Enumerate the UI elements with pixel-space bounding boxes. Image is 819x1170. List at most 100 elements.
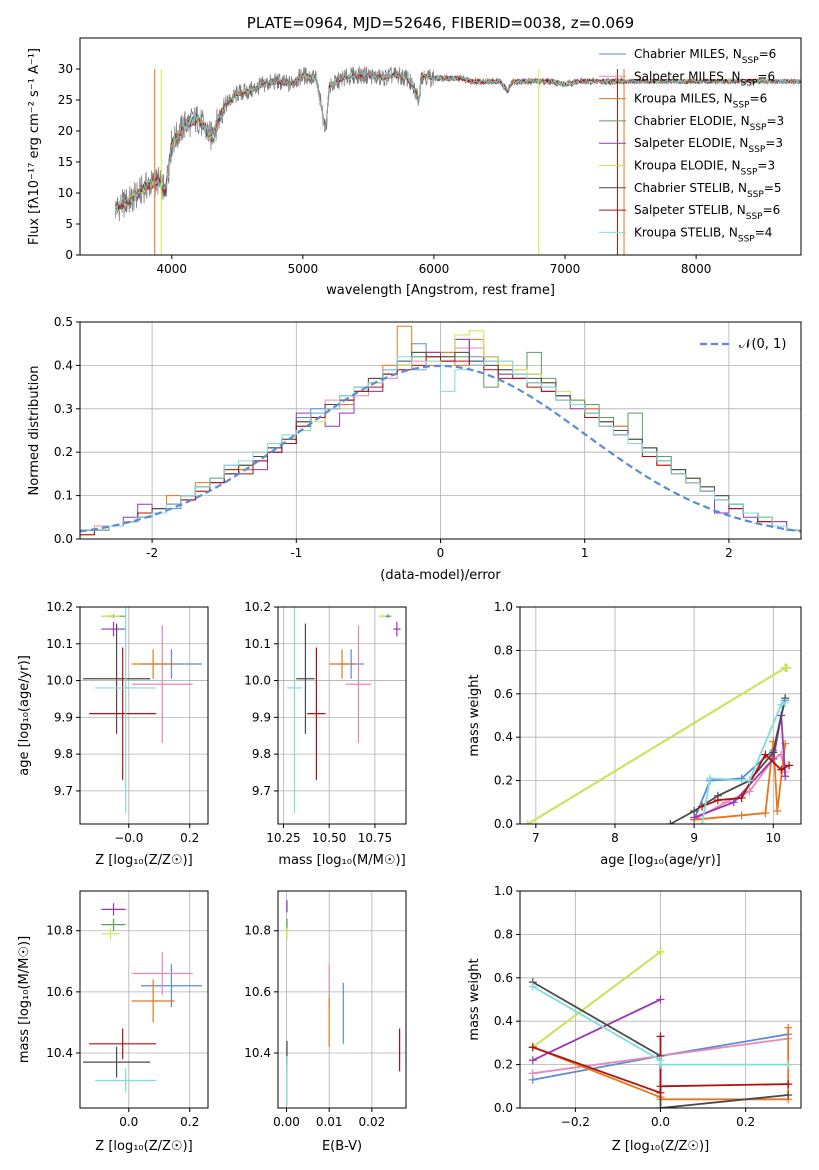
weight-marker [698, 820, 707, 824]
y-tick-label: 10.6 [244, 985, 271, 999]
legend-subscript: SSP [750, 123, 767, 133]
weight-marker [785, 761, 794, 770]
legend-text: =3 [757, 159, 775, 173]
gaussian-curve [80, 364, 801, 533]
legend-label: Chabrier STELIB, NSSP=5 [634, 181, 782, 200]
y-tick-label: 9.8 [54, 747, 73, 761]
x-axis-label: Z [log₁₀(Z/Z☉)] [612, 1139, 709, 1154]
legend-text: Chabrier MILES, N [634, 47, 742, 61]
legend-label: Kroupa STELIB, NSSP=4 [634, 225, 772, 244]
y-tick-label: 10 [58, 186, 73, 200]
weight-series-line [694, 741, 787, 821]
mass-vs-ebv-plot-area [286, 900, 401, 1105]
x-tick-label: 0.02 [359, 1115, 386, 1129]
age-vs-mass-chart: 10.25 10.50 10.75 9.7 9.8 9.9 10.0 10.1 10.2 mass… [244, 600, 407, 868]
legend-label: 𝒩(0, 1) [739, 337, 786, 352]
y-tick-label: 9.7 [54, 784, 73, 798]
legend-text: =6 [750, 92, 768, 106]
weight-marker [784, 1060, 793, 1069]
y-tick-label: 0.4 [494, 1014, 513, 1028]
y-axis-label: age [log₁₀(age/yr)] [17, 655, 32, 776]
legend-text: =5 [764, 181, 782, 195]
y-tick-label: 0.0 [54, 532, 73, 546]
y-tick-label: 0.6 [494, 971, 513, 985]
y-tick-label: 0.6 [494, 687, 513, 701]
legend-text: =6 [763, 203, 781, 217]
x-tick-label: 1 [581, 546, 589, 560]
y-tick-label: 5 [65, 217, 73, 231]
legend-subscript: SSP [742, 56, 759, 66]
weight-marker [784, 1090, 793, 1099]
weight-vs-age-plot-area [523, 663, 794, 824]
legend-subscript: SSP [746, 212, 763, 222]
weight-marker [656, 1032, 665, 1041]
spectrum-data-line [115, 65, 625, 222]
x-tick-label: 0.2 [180, 831, 199, 845]
mass-vs-Z-plot-area [83, 903, 202, 1093]
x-axis-label: Z [log₁₀(Z/Z☉)] [95, 1139, 192, 1154]
x-tick-label: 8000 [681, 262, 712, 276]
errorbar-point [95, 1068, 157, 1093]
errorbar-point [131, 625, 193, 744]
legend-subscript: SSP [741, 78, 758, 88]
weight-marker [528, 1069, 537, 1078]
legend-subscript: SSP [733, 101, 750, 111]
legend-text: =3 [765, 136, 783, 150]
legend-label: Chabrier MILES, NSSP=6 [634, 47, 776, 66]
x-tick-label: 2 [725, 546, 733, 560]
y-tick-label: 1.0 [494, 600, 513, 614]
y-tick-label: 10.6 [46, 985, 73, 999]
weight-marker [737, 774, 746, 783]
y-tick-label: 10.4 [244, 1046, 271, 1060]
weight-marker [656, 1060, 665, 1069]
errorbar-point [89, 647, 157, 780]
weight-marker [761, 809, 770, 818]
y-tick-label: 10.0 [244, 674, 271, 688]
y-tick-label: 0.3 [54, 402, 73, 416]
weight-marker [705, 774, 714, 783]
weight-series-line [532, 998, 661, 1062]
errorbar-point [131, 649, 175, 679]
weight-marker [737, 811, 746, 820]
x-tick-label: 0.01 [316, 1115, 343, 1129]
y-tick-label: 0.2 [54, 445, 73, 459]
weight-marker [745, 776, 754, 785]
x-tick-label: 8 [611, 831, 619, 845]
weight-marker [690, 806, 699, 815]
errorbar-point [393, 621, 401, 637]
legend-label: Kroupa MILES, NSSP=6 [634, 92, 767, 111]
legend-text: Chabrier ELODIE, N [634, 114, 750, 128]
x-axis-label: Z [log₁₀(Z/Z☉)] [95, 853, 192, 868]
x-tick-label: -1 [290, 546, 302, 560]
residuals-plot-area [80, 325, 801, 539]
age-vs-mass-plot-area [287, 607, 401, 813]
errorbar-point [95, 607, 157, 813]
weight-vs-Z-chart: −0.2 0.0 0.2 0.0 0.2 0.4 0.6 0.8 1.0 Z [log₁₀(Z/Z… [467, 884, 802, 1154]
legend-text: Salpeter STELIB, N [634, 203, 746, 217]
x-tick-label: -2 [146, 546, 158, 560]
weight-marker [773, 806, 782, 815]
errorbar-point [101, 903, 126, 916]
y-tick-label: 0.2 [494, 774, 513, 788]
y-tick-label: 0.2 [494, 1058, 513, 1072]
spectrum-chart: 4000 5000 6000 7000 8000 0 5 10 15 20 25 30 waveleng… [27, 14, 802, 298]
y-tick-label: 1.0 [494, 884, 513, 898]
errorbar-point [101, 918, 126, 931]
x-tick-label: 10.50 [312, 831, 346, 845]
weight-marker [745, 787, 754, 796]
axes-frame [277, 890, 407, 1109]
x-tick-label: 10.25 [266, 831, 300, 845]
x-axis-label: (data-model)/error [380, 568, 501, 583]
axes-frame [519, 890, 802, 1109]
legend-label: Salpeter STELIB, NSSP=6 [634, 203, 780, 222]
weight-marker [784, 1023, 793, 1032]
axes-frame [79, 321, 802, 540]
weight-marker [656, 995, 665, 1004]
x-tick-label: −0.0 [114, 831, 143, 845]
residual-legend: 𝒩(0, 1) [700, 337, 786, 352]
legend-text: =6 [759, 47, 777, 61]
y-tick-label: 0.1 [54, 489, 73, 503]
weight-marker [761, 750, 770, 759]
y-tick-label: 10.8 [46, 924, 73, 938]
